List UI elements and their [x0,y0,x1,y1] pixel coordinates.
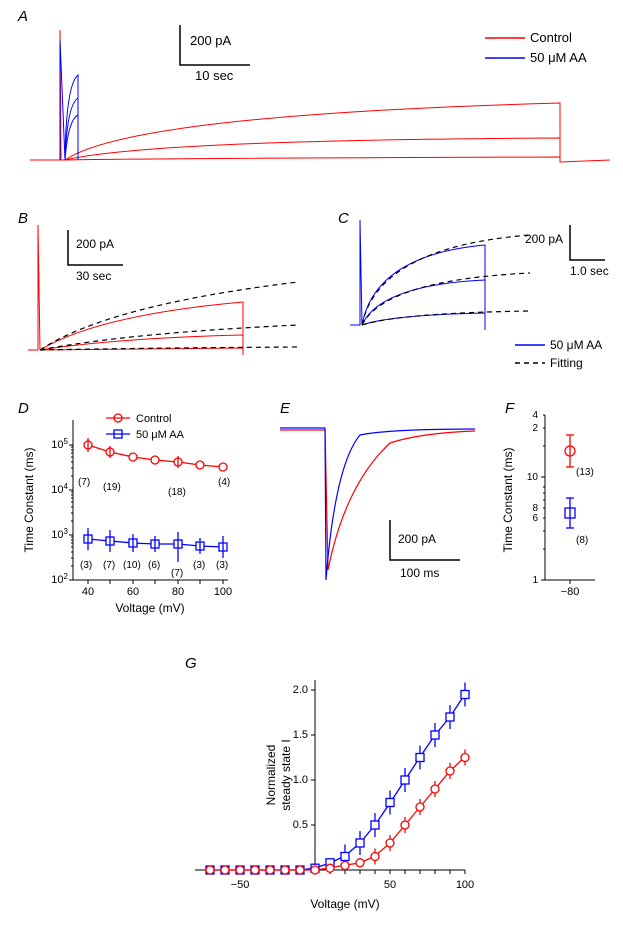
svg-text:(7): (7) [171,568,183,579]
panel-d-xlabel: Voltage (mV) [115,601,184,615]
panel-b-svg: 200 pA 30 sec [18,220,308,370]
panel-c-yscale: 200 pA [525,232,563,246]
panel-f-xtick: −80 [561,586,580,598]
panel-c-svg: 200 pA 1.0 sec 50 μM AA Fitting [330,215,610,375]
svg-text:(3): (3) [193,560,205,571]
svg-text:0.5: 0.5 [293,819,308,831]
svg-text:1.0: 1.0 [293,774,308,786]
panel-g-ylabel1: Normalized [264,745,278,806]
svg-text:(3): (3) [80,560,92,571]
panel-e-xscale: 100 ms [400,566,439,580]
svg-text:(3): (3) [216,560,228,571]
panel-d-ylabel: Time Constant (ms) [22,448,36,553]
svg-text:(10): (10) [123,560,141,571]
panel-a-svg: 200 pA 10 sec Control 50 μM AA [30,10,610,190]
svg-text:(7): (7) [78,477,90,488]
legend-aa-d: 50 μM AA [136,429,185,441]
legend-control-a: Control [530,30,572,45]
svg-text:103: 103 [51,527,68,542]
svg-text:(19): (19) [103,482,121,493]
svg-text:2.0: 2.0 [293,684,308,696]
legend-control-d: Control [136,413,171,425]
panel-f-n-aa: (8) [576,535,588,546]
panel-e-yscale: 200 pA [398,532,436,546]
panel-f-n-control: (13) [576,467,594,478]
panel-e-svg: 200 pA 100 ms [270,405,480,605]
svg-text:60: 60 [127,586,139,598]
svg-text:50: 50 [384,879,396,891]
svg-text:1.5: 1.5 [293,729,308,741]
svg-text:(6): (6) [148,560,160,571]
panel-a-label: A [18,8,28,25]
panel-a-yscale: 200 pA [190,33,232,48]
svg-text:4: 4 [532,410,538,421]
legend-fitting-c: Fitting [550,356,583,370]
svg-text:100: 100 [456,879,474,891]
svg-text:(7): (7) [103,560,115,571]
panel-g-svg: 0.5 1.0 1.5 2.0 −50 50 100 Voltage (mV) Norma… [165,660,485,920]
svg-text:102: 102 [51,572,68,587]
panel-c-xscale: 1.0 sec [570,264,609,278]
panel-b-yscale: 200 pA [76,237,114,251]
svg-text:10: 10 [527,472,539,483]
panel-a-xscale: 10 sec [195,68,234,83]
svg-text:80: 80 [172,586,184,598]
svg-text:1: 1 [532,575,538,586]
panel-d-svg: 102 103 104 105 40 60 80 100 Voltage (mV) T… [18,400,248,620]
svg-text:6: 6 [532,513,538,524]
svg-text:2: 2 [532,423,538,434]
svg-text:(4): (4) [218,477,230,488]
legend-aa-a: 50 μM AA [530,50,587,65]
svg-text:(18): (18) [168,487,186,498]
svg-text:105: 105 [51,437,68,452]
panel-b-xscale: 30 sec [76,269,111,283]
svg-text:104: 104 [51,482,68,497]
panel-g-ylabel2: steady state I [279,739,293,810]
svg-text:−50: −50 [231,879,250,891]
svg-text:100: 100 [214,586,232,598]
svg-text:40: 40 [82,586,94,598]
legend-aa-c: 50 μM AA [550,338,602,352]
panel-f-ylabel: Time Constant (ms) [501,448,515,553]
panel-g-xlabel: Voltage (mV) [310,897,379,911]
svg-text:8: 8 [532,503,538,514]
panel-f-svg: 1 68 10 2 4 −80 Time Constant (ms) (13) (… [500,400,610,620]
